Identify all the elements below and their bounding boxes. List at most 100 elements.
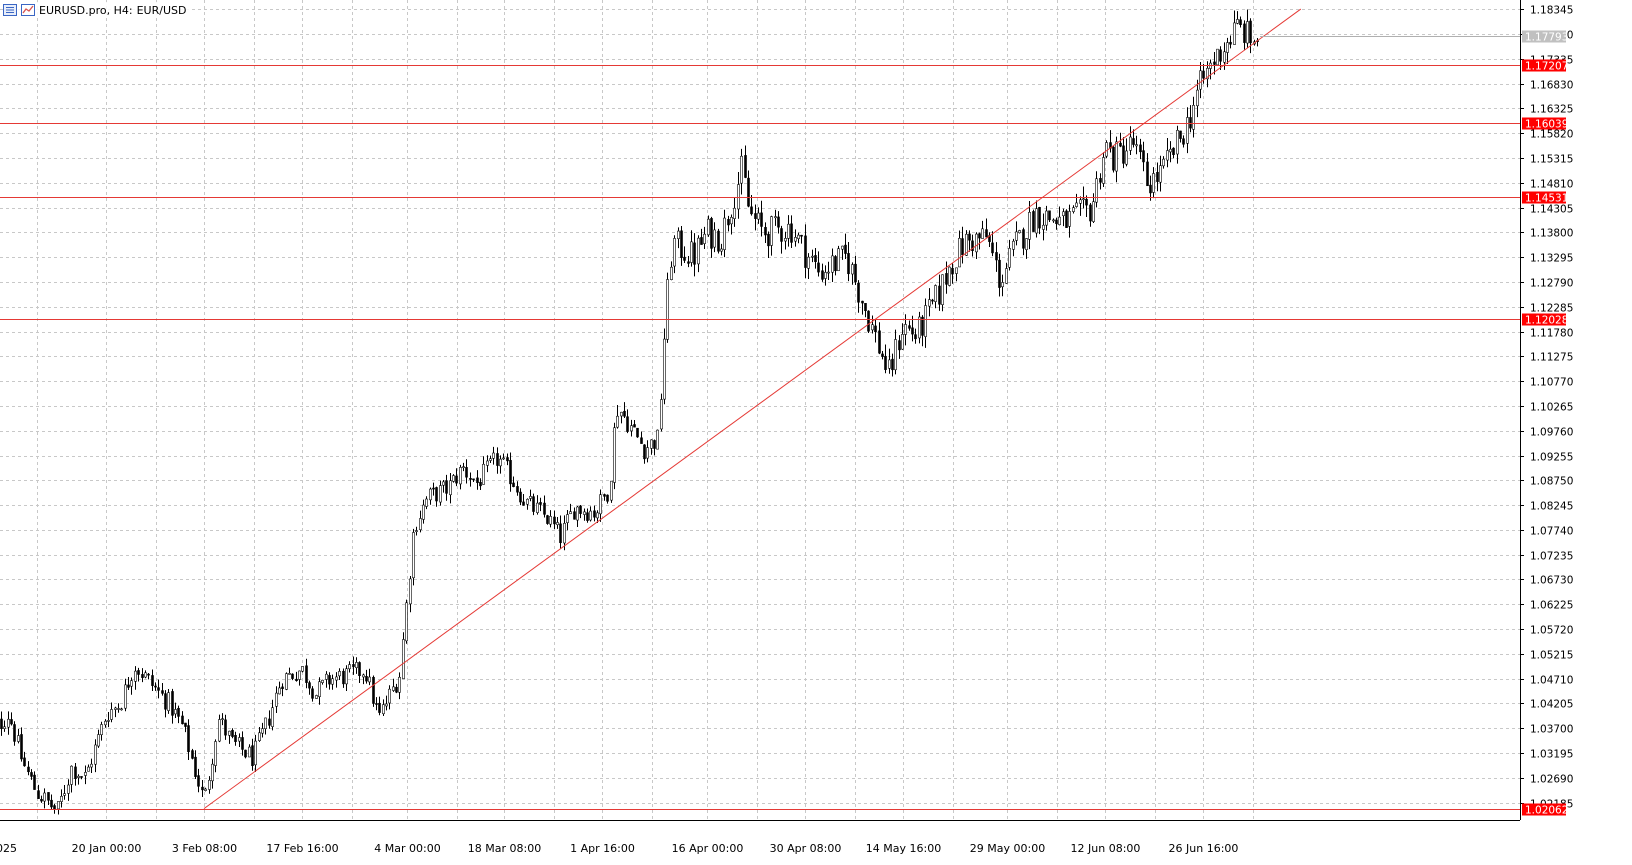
candle-body [1032, 211, 1035, 232]
candle-body [1035, 208, 1038, 234]
candle-body [804, 235, 807, 268]
candle-body [733, 207, 736, 219]
candle-body [204, 788, 207, 791]
candle-body [924, 305, 927, 337]
y-tick-label: 1.08245 [1530, 501, 1573, 513]
x-tick-label: 3 Feb 08:00 [172, 842, 237, 855]
candle-body [1186, 117, 1189, 144]
chart-icon[interactable] [21, 4, 35, 16]
candle-body [291, 673, 294, 679]
candle-body [3, 726, 6, 730]
candle-body [342, 670, 345, 685]
candle-body [797, 234, 800, 239]
candle-body [1172, 147, 1175, 155]
candle-body [764, 227, 767, 236]
candle-body [603, 494, 606, 497]
y-tick-label: 1.13295 [1530, 253, 1573, 265]
candle-body [285, 673, 288, 690]
candle-body [653, 440, 656, 449]
candle-body [415, 530, 418, 532]
candle-body [184, 722, 187, 727]
candle-body [1149, 184, 1152, 194]
candle-body [881, 353, 884, 357]
candle-body [951, 267, 954, 275]
candle-body [502, 457, 505, 460]
current-price-label-bg [1522, 30, 1566, 43]
candle-body [13, 724, 16, 742]
candle-body [780, 228, 783, 242]
candle-body [338, 671, 341, 677]
candle-body [151, 675, 154, 686]
candle-body [847, 253, 850, 275]
candle-body [553, 516, 556, 525]
candle-body [908, 325, 911, 329]
candle-body [975, 233, 978, 253]
candle-body [258, 732, 261, 742]
candle-body [697, 237, 700, 265]
y-tick-label: 1.07235 [1530, 551, 1573, 563]
candle-body [784, 237, 787, 242]
candle-body [720, 248, 723, 252]
candle-body [522, 501, 525, 506]
candle-body [63, 793, 66, 796]
candle-body [934, 285, 937, 302]
candle-body [318, 681, 321, 697]
candle-body [191, 750, 194, 759]
candle-body [1243, 23, 1246, 43]
candle-body [914, 334, 917, 340]
candle-body [516, 486, 519, 493]
candle-body [673, 238, 676, 267]
candle-body [395, 686, 398, 693]
candle-body [429, 488, 432, 501]
candle-body [1189, 117, 1192, 129]
candle-body [526, 498, 529, 505]
candle-body [991, 242, 994, 254]
candle-body [811, 255, 814, 258]
candle-body [995, 252, 998, 261]
candle-body [737, 184, 740, 210]
candle-body [264, 717, 267, 730]
candle-body [1199, 70, 1202, 90]
candle-body [117, 708, 120, 710]
x-tick-label: 1 Apr 16:00 [570, 842, 635, 855]
candle-body [234, 735, 237, 742]
candle-body [80, 776, 83, 778]
candle-body [368, 676, 371, 683]
candle-body [831, 255, 834, 273]
candle-body [385, 703, 388, 707]
candle-body [1233, 22, 1236, 45]
candle-body [120, 708, 123, 711]
candle-body [214, 741, 217, 766]
candle-body [646, 447, 649, 459]
candle-body [1055, 219, 1058, 224]
candle-body [707, 218, 710, 236]
candle-body [288, 673, 291, 675]
candle-body [134, 670, 137, 682]
x-tick-label: 18 Mar 08:00 [468, 842, 541, 855]
x-tick-label: 14 May 16:00 [866, 842, 941, 855]
candle-body [1135, 144, 1138, 147]
candle-body [1169, 148, 1172, 153]
candle-body [57, 801, 60, 810]
candle-body [348, 664, 351, 670]
candle-body [891, 358, 894, 371]
list-icon[interactable] [3, 4, 17, 16]
candle-body [790, 223, 793, 243]
candle-body [1206, 67, 1209, 80]
candle-body [70, 765, 73, 785]
candle-body [945, 273, 948, 285]
candle-body [181, 715, 184, 725]
candle-body [268, 718, 271, 726]
candle-body [837, 248, 840, 272]
candle-body [620, 411, 623, 417]
candle-body [971, 240, 974, 251]
candle-body [710, 218, 713, 249]
chart-title-bar: EURUSD.pro, H4: EUR/USD [3, 2, 191, 18]
candle-body [650, 439, 653, 449]
candle-body [177, 707, 180, 717]
candle-body [857, 282, 860, 303]
y-tick-label: 1.08750 [1530, 476, 1573, 488]
